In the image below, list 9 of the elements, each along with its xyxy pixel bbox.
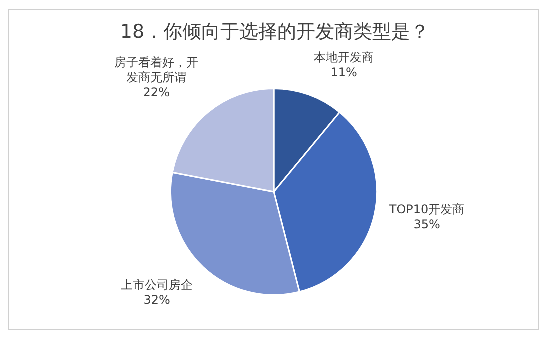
data-label: 35% [414, 217, 440, 232]
slice-label: TOP10开发商 [388, 202, 465, 216]
slice-label: 房子看着好，开发商无所谓 [114, 56, 199, 85]
chart-title: 18．你倾向于选择的开发商类型是？ [120, 20, 430, 43]
data-label: 22% [143, 86, 170, 100]
slice-label: 本地开发商 [314, 50, 374, 64]
slice-label: 上市公司房企 [121, 278, 194, 292]
data-label: 32% [144, 292, 170, 307]
data-label: 11% [330, 65, 358, 80]
